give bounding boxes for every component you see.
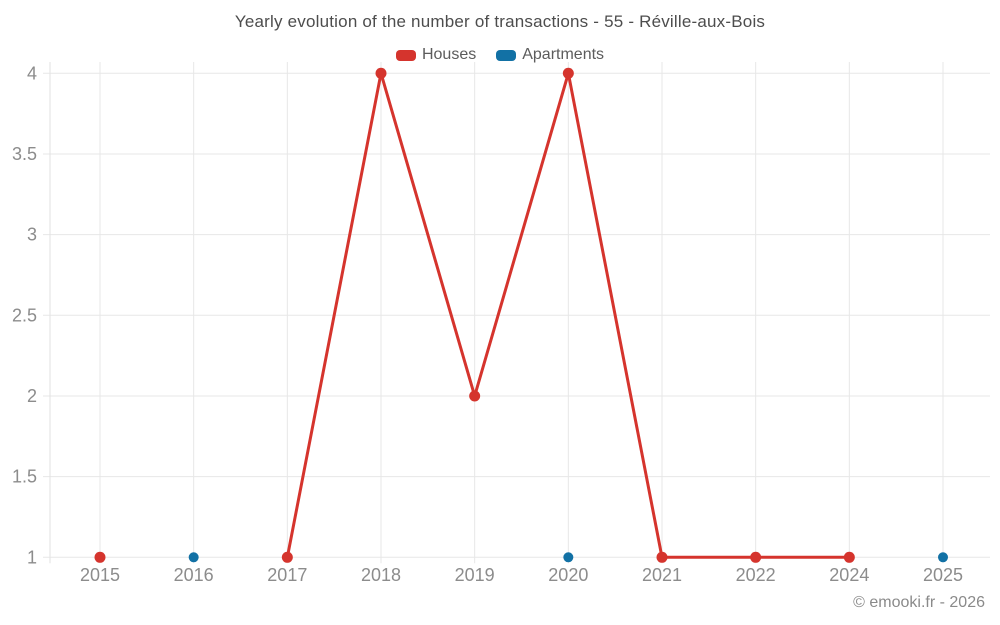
houses-swatch-icon: [395, 49, 416, 61]
data-point-houses[interactable]: [656, 551, 668, 563]
data-point-houses[interactable]: [281, 551, 293, 563]
y-tick-label: 1.5: [12, 467, 37, 487]
x-tick-label: 2024: [829, 565, 869, 585]
x-tick-label: 2015: [80, 565, 120, 585]
chart-legend: Houses Apartments: [0, 46, 1000, 64]
legend-item-houses[interactable]: Houses: [395, 46, 477, 64]
data-point-houses[interactable]: [562, 67, 574, 79]
data-point-houses[interactable]: [375, 67, 387, 79]
data-point-apartments[interactable]: [563, 552, 574, 563]
series-segment-houses: [566, 71, 664, 559]
data-point-houses[interactable]: [469, 390, 481, 402]
data-point-houses[interactable]: [750, 551, 762, 563]
legend-label-apartments: Apartments: [522, 46, 605, 63]
apartments-swatch-icon: [496, 49, 517, 61]
data-point-apartments[interactable]: [188, 552, 199, 563]
series-segment-houses: [379, 71, 477, 398]
y-tick-label: 3: [27, 225, 37, 245]
y-tick-label: 3.5: [12, 144, 37, 164]
x-tick-label: 2021: [642, 565, 682, 585]
series-segment-houses: [285, 71, 383, 559]
x-tick-label: 2018: [361, 565, 401, 585]
series-segment-houses: [473, 71, 570, 398]
data-point-houses[interactable]: [94, 551, 106, 563]
legend-item-apartments[interactable]: Apartments: [496, 46, 604, 64]
x-tick-label: 2017: [267, 565, 307, 585]
y-tick-label: 1: [27, 547, 37, 567]
x-tick-label: 2016: [174, 565, 214, 585]
y-tick-label: 2.5: [12, 305, 37, 325]
x-tick-label: 2022: [736, 565, 776, 585]
data-point-houses[interactable]: [843, 551, 855, 563]
x-tick-label: 2020: [548, 565, 588, 585]
x-tick-label: 2025: [923, 565, 963, 585]
x-tick-label: 2019: [455, 565, 495, 585]
y-tick-label: 2: [27, 386, 37, 406]
data-point-apartments[interactable]: [938, 552, 948, 563]
y-tick-label: 4: [27, 63, 37, 83]
chart-title: Yearly evolution of the number of transa…: [234, 12, 766, 31]
watermark: © emooki.fr - 2026: [853, 594, 985, 611]
legend-label-houses: Houses: [421, 46, 477, 63]
